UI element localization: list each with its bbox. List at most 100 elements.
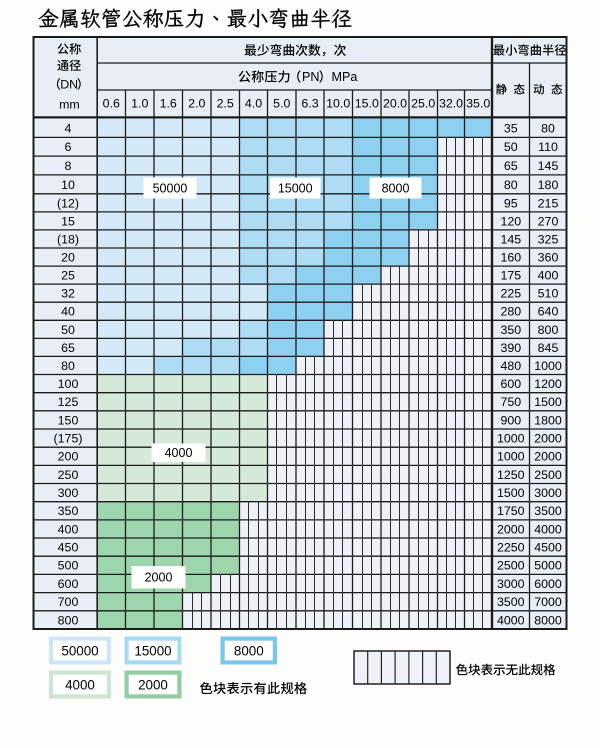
svg-text:640: 640 xyxy=(538,305,559,319)
svg-text:145: 145 xyxy=(538,159,559,173)
svg-text:150: 150 xyxy=(58,413,79,427)
svg-text:325: 325 xyxy=(538,232,559,246)
svg-text:35.0: 35.0 xyxy=(466,96,490,110)
svg-text:4000: 4000 xyxy=(65,677,95,692)
svg-text:1000: 1000 xyxy=(497,432,525,446)
svg-text:2000: 2000 xyxy=(145,571,173,585)
svg-text:5.0: 5.0 xyxy=(273,96,290,110)
svg-text:(175): (175) xyxy=(54,432,83,446)
svg-text:1500: 1500 xyxy=(497,486,525,500)
svg-text:50: 50 xyxy=(504,140,518,154)
svg-text:3000: 3000 xyxy=(497,577,525,591)
svg-text:5000: 5000 xyxy=(534,559,562,573)
svg-text:480: 480 xyxy=(500,359,521,373)
svg-text:1000: 1000 xyxy=(497,450,525,464)
svg-text:20.0: 20.0 xyxy=(383,96,407,110)
svg-text:15.0: 15.0 xyxy=(355,96,379,110)
svg-text:6000: 6000 xyxy=(534,577,562,591)
svg-text:6.3: 6.3 xyxy=(301,96,318,110)
svg-text:700: 700 xyxy=(58,595,79,609)
svg-text:200: 200 xyxy=(58,450,79,464)
svg-text:400: 400 xyxy=(58,522,79,536)
svg-text:6: 6 xyxy=(65,140,72,154)
svg-text:3000: 3000 xyxy=(534,486,562,500)
svg-text:1250: 1250 xyxy=(497,468,525,482)
svg-text:MPa: MPa xyxy=(332,70,358,84)
svg-text:2500: 2500 xyxy=(534,468,562,482)
svg-text:4000: 4000 xyxy=(534,522,562,536)
svg-text:180: 180 xyxy=(538,178,559,192)
svg-text:DN: DN xyxy=(60,77,78,91)
svg-text:15000: 15000 xyxy=(134,643,171,658)
svg-text:800: 800 xyxy=(538,323,559,337)
svg-text:65: 65 xyxy=(61,341,75,355)
svg-text:390: 390 xyxy=(500,341,521,355)
svg-text:4500: 4500 xyxy=(534,541,562,555)
svg-text:(12): (12) xyxy=(57,196,79,210)
svg-text:0.6: 0.6 xyxy=(103,96,120,110)
svg-text:145: 145 xyxy=(500,232,521,246)
svg-text:110: 110 xyxy=(538,140,558,154)
svg-text:100: 100 xyxy=(58,377,79,391)
svg-text:25: 25 xyxy=(61,269,75,283)
svg-text:65: 65 xyxy=(504,159,518,173)
svg-text:120: 120 xyxy=(500,214,521,228)
svg-text:1000: 1000 xyxy=(534,359,562,373)
svg-text:600: 600 xyxy=(58,577,79,591)
svg-text:900: 900 xyxy=(500,413,521,427)
svg-text:270: 270 xyxy=(538,214,559,228)
svg-text:360: 360 xyxy=(538,250,559,264)
svg-text:15000: 15000 xyxy=(278,181,313,195)
svg-text:500: 500 xyxy=(58,559,79,573)
svg-text:3500: 3500 xyxy=(534,504,562,518)
svg-text:15: 15 xyxy=(61,214,75,228)
svg-text:4.0: 4.0 xyxy=(245,96,262,110)
svg-text:1800: 1800 xyxy=(534,413,562,427)
svg-text:845: 845 xyxy=(538,341,559,355)
svg-text:2000: 2000 xyxy=(534,432,562,446)
svg-text:160: 160 xyxy=(500,250,521,264)
svg-text:4000: 4000 xyxy=(497,613,525,627)
svg-text:400: 400 xyxy=(538,269,559,283)
svg-text:1200: 1200 xyxy=(534,377,562,391)
svg-text:7000: 7000 xyxy=(534,595,562,609)
svg-text:mm: mm xyxy=(59,98,80,112)
svg-text:50000: 50000 xyxy=(61,643,98,658)
svg-text:80: 80 xyxy=(541,121,555,135)
svg-text:280: 280 xyxy=(500,305,521,319)
svg-text:10: 10 xyxy=(61,178,75,192)
svg-text:2250: 2250 xyxy=(497,541,525,555)
svg-text:1.6: 1.6 xyxy=(160,96,177,110)
svg-text:800: 800 xyxy=(58,613,79,627)
svg-text:300: 300 xyxy=(58,486,79,500)
svg-text:32.0: 32.0 xyxy=(439,96,463,110)
svg-text:2000: 2000 xyxy=(497,522,525,536)
svg-text:95: 95 xyxy=(504,196,518,210)
svg-text:600: 600 xyxy=(500,377,521,391)
svg-text:175: 175 xyxy=(500,269,521,283)
svg-text:125: 125 xyxy=(58,395,79,409)
svg-text:2.5: 2.5 xyxy=(217,96,234,110)
svg-text:1750: 1750 xyxy=(497,504,525,518)
svg-text:80: 80 xyxy=(504,178,518,192)
svg-text:8000: 8000 xyxy=(234,643,264,658)
svg-text:215: 215 xyxy=(538,196,559,210)
svg-text:3500: 3500 xyxy=(497,595,525,609)
svg-text:4000: 4000 xyxy=(165,446,193,460)
svg-text:225: 225 xyxy=(500,287,521,301)
svg-text:20: 20 xyxy=(61,250,75,264)
svg-text:PN: PN xyxy=(302,70,320,84)
svg-text:80: 80 xyxy=(61,359,75,373)
svg-text:40: 40 xyxy=(61,305,75,319)
svg-text:2000: 2000 xyxy=(138,677,168,692)
svg-text:2000: 2000 xyxy=(534,450,562,464)
svg-text:450: 450 xyxy=(58,541,79,555)
svg-text:1500: 1500 xyxy=(534,395,562,409)
svg-text:8000: 8000 xyxy=(382,181,410,195)
svg-text:50: 50 xyxy=(61,323,75,337)
svg-text:510: 510 xyxy=(538,287,559,301)
svg-text:50000: 50000 xyxy=(153,181,188,195)
svg-text:35: 35 xyxy=(504,121,518,135)
svg-text:25.0: 25.0 xyxy=(411,96,435,110)
svg-text:350: 350 xyxy=(500,323,521,337)
